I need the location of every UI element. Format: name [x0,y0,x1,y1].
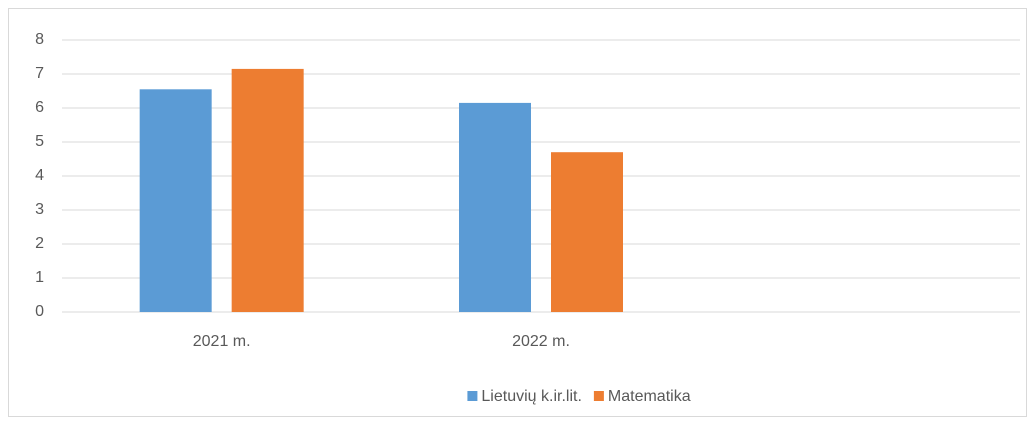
bar [231,68,304,313]
y-tick-label: 0 [35,303,44,320]
x-tick-label: 2022 m. [512,333,570,350]
y-tick-label: 5 [35,133,44,150]
y-tick-label: 4 [35,167,44,184]
legend-swatch [467,391,478,401]
y-tick-label: 1 [35,269,44,286]
legend-label: Matematika [608,388,691,405]
y-tick-label: 7 [35,65,44,82]
y-tick-label: 3 [35,201,44,218]
legend-swatch [593,391,604,401]
y-tick-label: 8 [35,31,44,48]
bar [459,102,531,313]
x-tick-label: 2021 m. [193,333,251,350]
legend-label: Lietuvių k.ir.lit. [481,388,581,405]
y-tick-label: 6 [35,99,44,116]
bar [139,89,212,312]
bar [551,152,623,312]
y-tick-label: 2 [35,235,44,252]
